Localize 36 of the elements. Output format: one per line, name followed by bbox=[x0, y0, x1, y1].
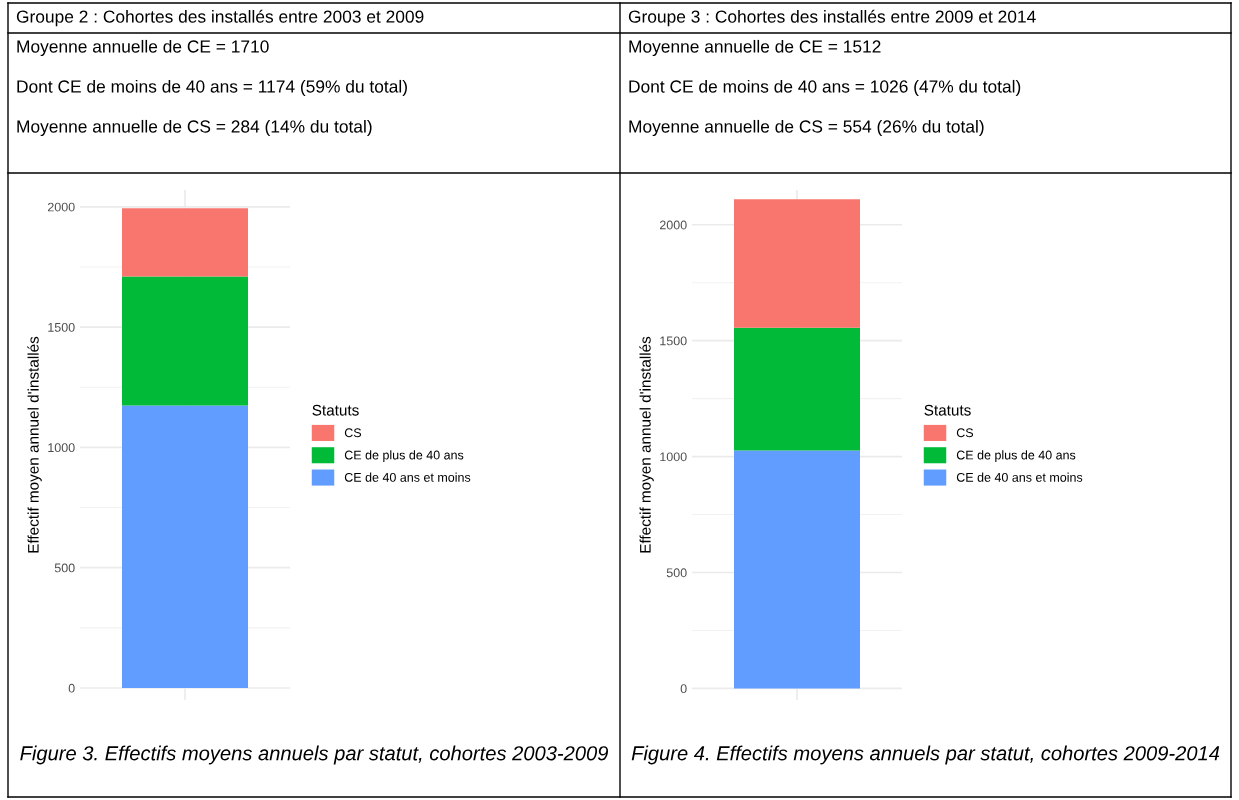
y-tick-label: 0 bbox=[68, 683, 75, 693]
chart-title: Groupe 2 : Cohortes des installés entre 2003 et 2009 bbox=[16, 9, 424, 27]
y-tick-label: 2000 bbox=[659, 220, 687, 230]
y-tick-label: 0 bbox=[680, 684, 687, 694]
y-tick-label: 500 bbox=[54, 563, 75, 573]
legend-title: Statuts bbox=[312, 404, 359, 416]
y-tick-label: 1500 bbox=[48, 322, 75, 332]
text: Moyenne annuelle de CE = 1710 bbox=[17, 39, 269, 57]
text: Moyenne annuelle de CE = 1512 bbox=[629, 39, 881, 57]
y-tick-label: 1000 bbox=[48, 443, 75, 453]
legend-title: Statuts bbox=[924, 404, 971, 416]
text: Dont CE de moins de 40 ans = 1174 (59% du total) bbox=[17, 79, 407, 97]
bar bbox=[122, 276, 248, 406]
y-tick-label: 1000 bbox=[660, 452, 687, 462]
chart-title: Groupe 3 : Cohortes des installés entre 2009 et 2014 bbox=[628, 9, 1036, 27]
y-tick-label: 1500 bbox=[660, 336, 687, 346]
bar bbox=[734, 450, 860, 689]
legend-label: CE de 40 ans et moins bbox=[344, 472, 471, 482]
text: Moyenne annuelle de CS = 284 (14% du total) bbox=[17, 119, 372, 137]
bar bbox=[734, 199, 860, 328]
caption: Figure 4. Effectifs moyens annuels par statut, cohortes 2009-2014 bbox=[631, 745, 1220, 765]
legend-label: CS bbox=[956, 428, 974, 438]
legend-label: CE de plus de 40 ans bbox=[956, 450, 1076, 462]
y-axis-title: Effectif moyen annuel d'installés bbox=[27, 336, 42, 553]
caption: Figure 3. Effectifs moyens annuels par statut, cohortes 2003-2009 bbox=[20, 745, 609, 765]
bar bbox=[122, 208, 248, 277]
legend-label: CS bbox=[344, 428, 362, 438]
text: Dont CE de moins de 40 ans = 1026 (47% du total) bbox=[629, 79, 1021, 97]
y-axis-title: Effectif moyen annuel d'installés bbox=[639, 336, 654, 553]
text: Moyenne annuelle de CS = 554 (26% du total) bbox=[629, 119, 984, 137]
y-tick-label: 500 bbox=[666, 568, 687, 578]
bar bbox=[734, 327, 860, 451]
legend-label: CE de 40 ans et moins bbox=[956, 472, 1083, 482]
bar bbox=[122, 405, 248, 688]
y-tick-label: 2000 bbox=[47, 202, 75, 212]
legend-label: CE de plus de 40 ans bbox=[344, 450, 464, 462]
